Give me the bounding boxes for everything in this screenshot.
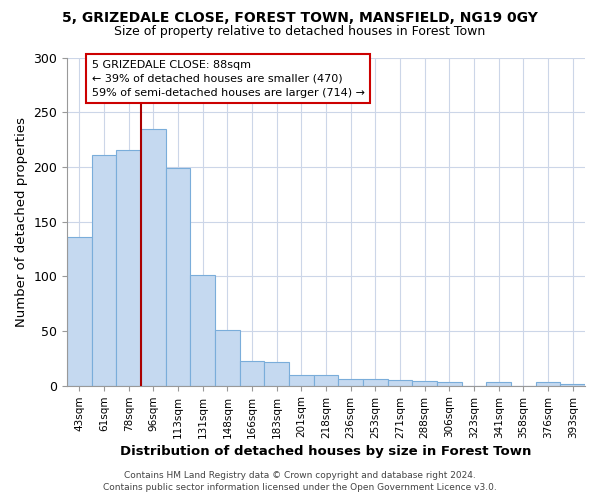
Bar — [289, 375, 314, 386]
Text: 5, GRIZEDALE CLOSE, FOREST TOWN, MANSFIELD, NG19 0GY: 5, GRIZEDALE CLOSE, FOREST TOWN, MANSFIE… — [62, 11, 538, 25]
Text: Size of property relative to detached houses in Forest Town: Size of property relative to detached ho… — [115, 25, 485, 38]
Bar — [487, 382, 511, 386]
Bar — [166, 168, 190, 386]
Bar — [412, 382, 437, 386]
Bar — [363, 379, 388, 386]
Bar — [67, 237, 92, 386]
Bar — [560, 384, 585, 386]
Y-axis label: Number of detached properties: Number of detached properties — [15, 116, 28, 326]
Bar — [437, 382, 462, 386]
X-axis label: Distribution of detached houses by size in Forest Town: Distribution of detached houses by size … — [121, 444, 532, 458]
Text: 5 GRIZEDALE CLOSE: 88sqm
← 39% of detached houses are smaller (470)
59% of semi-: 5 GRIZEDALE CLOSE: 88sqm ← 39% of detach… — [92, 60, 365, 98]
Bar — [141, 128, 166, 386]
Bar — [265, 362, 289, 386]
Bar — [314, 375, 338, 386]
Bar — [215, 330, 240, 386]
Bar — [338, 379, 363, 386]
Bar — [240, 360, 265, 386]
Bar — [92, 155, 116, 386]
Bar — [190, 275, 215, 386]
Bar — [536, 382, 560, 386]
Bar — [116, 150, 141, 386]
Bar — [388, 380, 412, 386]
Text: Contains HM Land Registry data © Crown copyright and database right 2024.
Contai: Contains HM Land Registry data © Crown c… — [103, 471, 497, 492]
